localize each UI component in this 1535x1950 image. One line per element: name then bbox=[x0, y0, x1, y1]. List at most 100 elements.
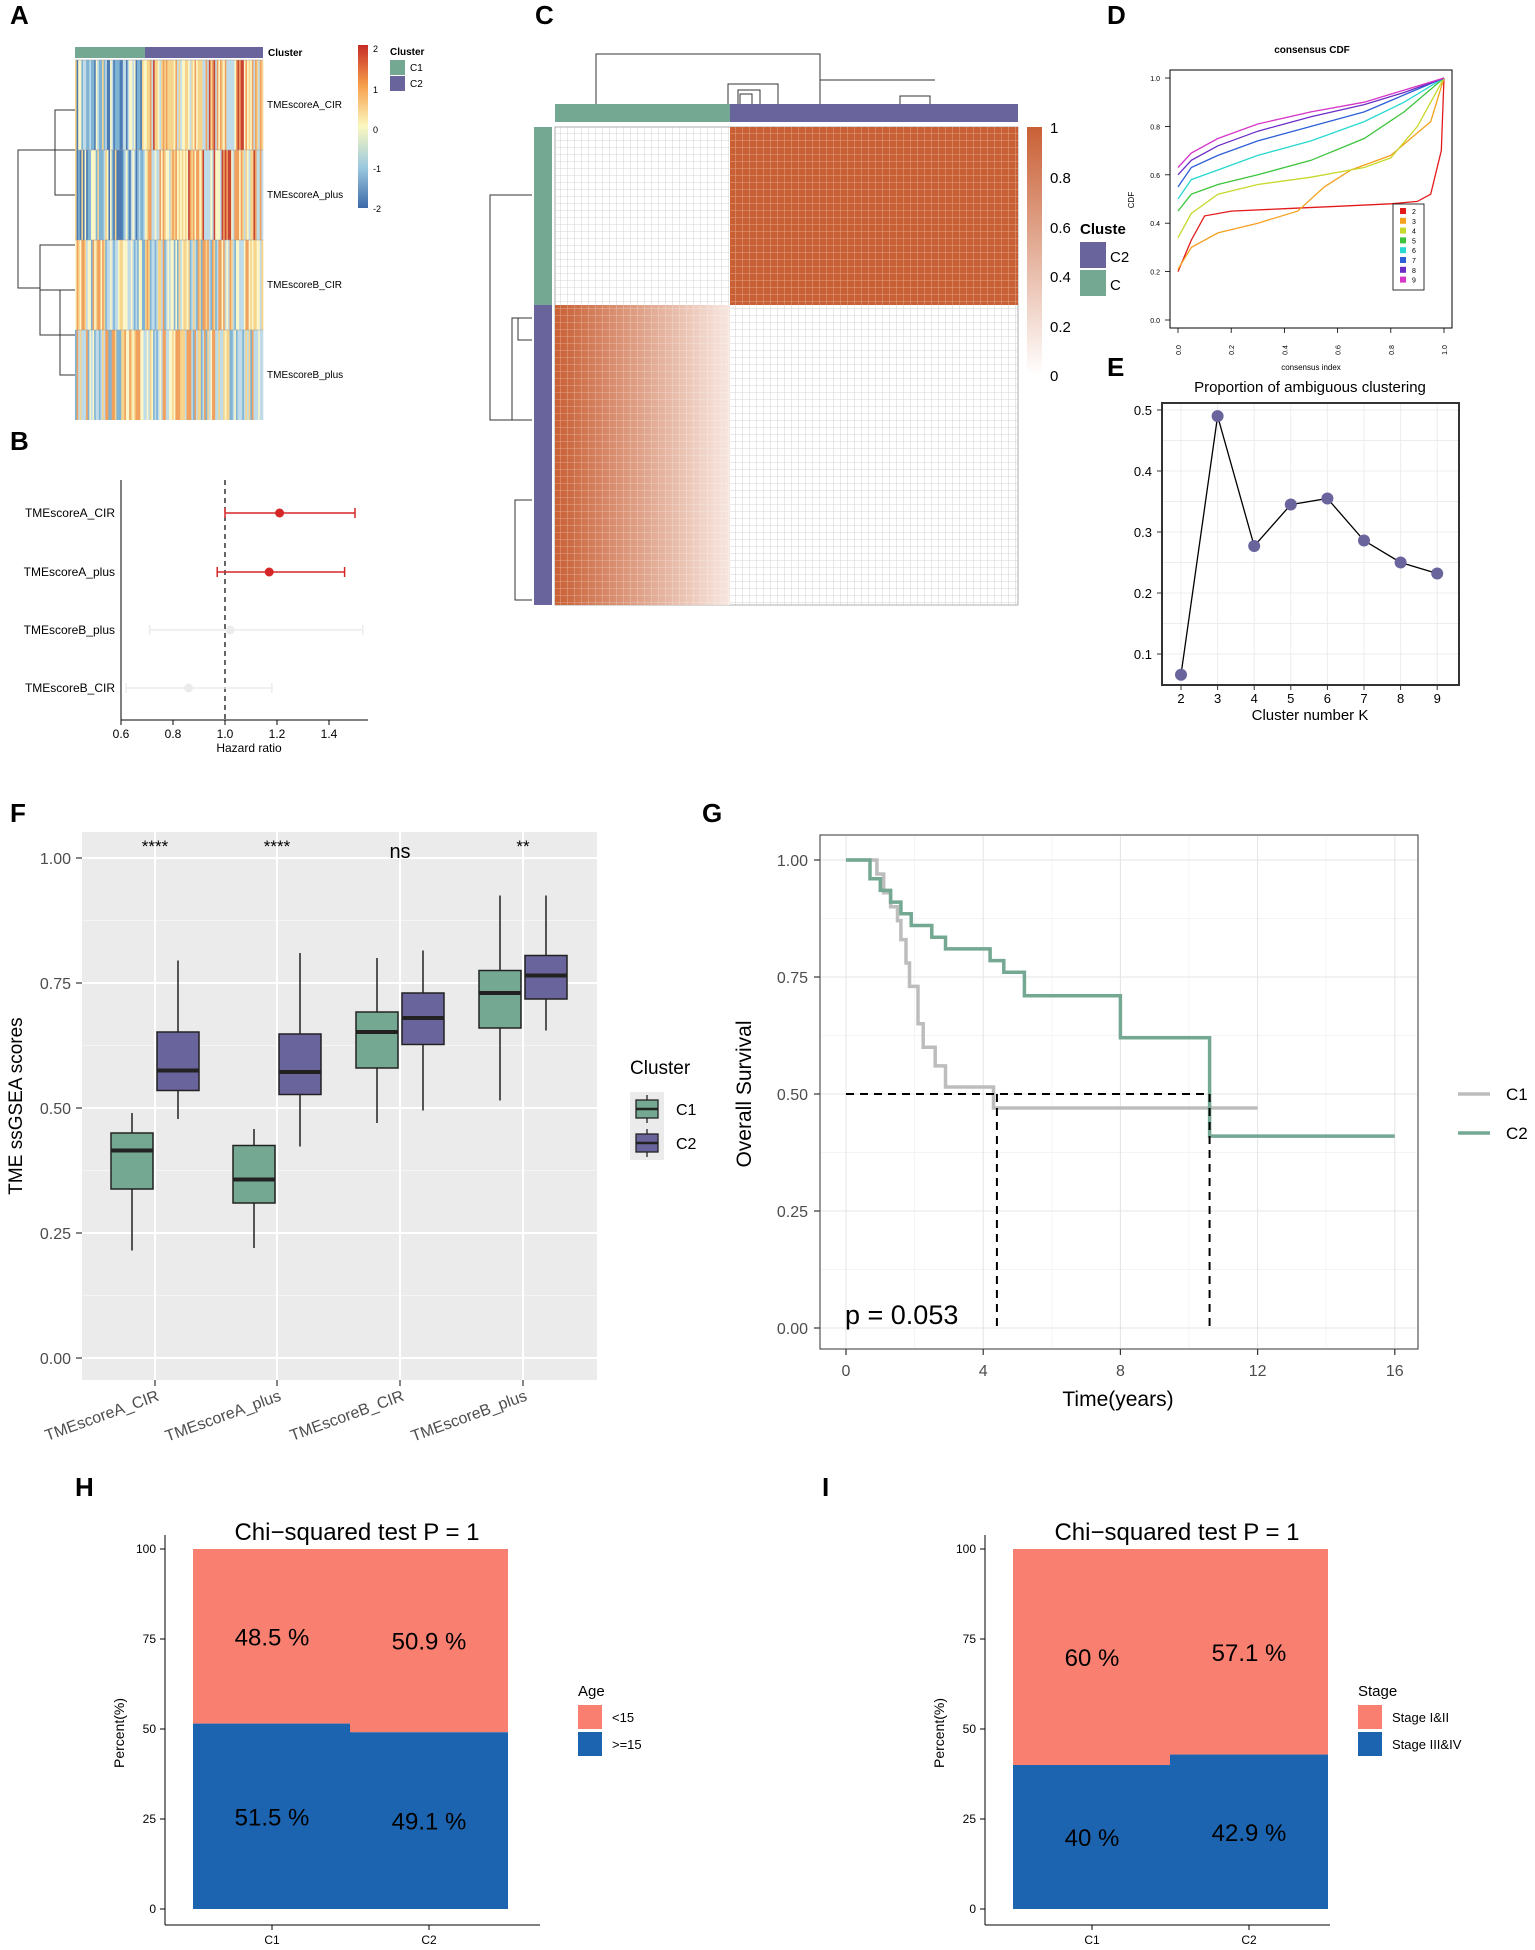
heatmap-a-cell bbox=[197, 60, 200, 150]
heatmap-a-cell bbox=[141, 150, 144, 240]
panel-h-age-bars: Chi−squared test P = 1 0 25 50 75 100 48.5 % 5… bbox=[111, 1519, 642, 1947]
heatmap-a-cell bbox=[84, 240, 87, 330]
heatmap-a-cell bbox=[210, 330, 213, 420]
heatmap-a-cell bbox=[124, 330, 127, 420]
heatmap-a-cell bbox=[165, 150, 168, 240]
boxplot-x-tick-label: TMEscoreA_plus bbox=[163, 1388, 283, 1446]
heatmap-a-cell bbox=[145, 60, 147, 150]
heatmap-a-cell bbox=[240, 150, 243, 240]
ambiguous-point bbox=[1248, 540, 1261, 553]
cdf-x-tick-label: 0.0 bbox=[1176, 345, 1183, 355]
heatmap-a-cell bbox=[202, 150, 205, 240]
heatmap-a-cell bbox=[81, 60, 84, 150]
ambiguous-y-tick-label: 0.1 bbox=[1134, 647, 1152, 662]
heatmap-a-cell bbox=[151, 240, 154, 330]
heatmap-a-cell bbox=[95, 330, 98, 420]
heatmap-a-scale-tick: 0 bbox=[373, 125, 378, 135]
heatmap-a-cell bbox=[95, 150, 98, 240]
heatmap-a-cell bbox=[153, 60, 155, 150]
heatmap-a-cell bbox=[119, 330, 122, 420]
survival-x-tick-label: 8 bbox=[1116, 1363, 1125, 1380]
forest-point bbox=[264, 567, 274, 577]
heatmap-a-cell bbox=[173, 240, 176, 330]
panel-b-forest: TMEscoreA_CIR TMEscoreA_plus TMEscoreB_plu… bbox=[24, 480, 368, 755]
forest-row-label: TMEscoreB_CIR bbox=[25, 681, 115, 695]
heatmap-a-cell bbox=[261, 150, 264, 240]
heatmap-a-cell bbox=[200, 240, 203, 330]
survival-frame bbox=[819, 834, 1419, 1350]
heatmap-a-cell bbox=[154, 60, 157, 150]
heatmap-a-cell bbox=[156, 330, 159, 420]
panel-letter-b: B bbox=[10, 426, 29, 456]
cdf-y-tick-label: 0.8 bbox=[1150, 124, 1160, 131]
heatmap-a-cell bbox=[191, 330, 194, 420]
heatmap-a-cell bbox=[251, 240, 254, 330]
heatmap-a-cell bbox=[218, 150, 221, 240]
heatmap-a-cell bbox=[189, 240, 192, 330]
matrix-c-scale-tick: 0.4 bbox=[1050, 269, 1071, 286]
heatmap-a-cell bbox=[149, 60, 152, 150]
ambiguous-y-tick-label: 0.3 bbox=[1134, 525, 1152, 540]
heatmap-a-cell bbox=[189, 60, 192, 150]
heatmap-a-cell bbox=[259, 240, 262, 330]
boxplot-significance-label: **** bbox=[142, 837, 169, 856]
matrix-c-col-annotation-c1 bbox=[555, 104, 730, 122]
cdf-series-line bbox=[1177, 77, 1445, 200]
survival-legend-label: C2 bbox=[1506, 1124, 1528, 1143]
cdf-legend-label: 5 bbox=[1412, 238, 1416, 245]
heatmap-a-cell bbox=[121, 240, 124, 330]
heatmap-a-cell bbox=[86, 60, 89, 150]
bars-y-tick-label: 75 bbox=[143, 1632, 157, 1646]
heatmap-a-cell bbox=[102, 150, 104, 240]
heatmap-a-cell bbox=[256, 150, 259, 240]
heatmap-a-cell bbox=[200, 60, 203, 150]
boxplot-box bbox=[355, 1011, 399, 1069]
heatmap-a-cell bbox=[239, 150, 241, 240]
matrix-c-scale-tick: 0 bbox=[1050, 368, 1058, 385]
panel-letter-e: E bbox=[1107, 352, 1124, 382]
heatmap-a-cell bbox=[218, 240, 221, 330]
cdf-legend-swatch bbox=[1400, 227, 1406, 234]
heatmap-a-cell bbox=[137, 150, 140, 240]
heatmap-a-cell bbox=[97, 60, 100, 150]
heatmap-a-cell bbox=[208, 150, 211, 240]
heatmap-a-cell bbox=[210, 150, 213, 240]
ambiguous-x-tick-label: 3 bbox=[1214, 691, 1221, 706]
matrix-c-legend-swatch-c2 bbox=[1080, 242, 1106, 268]
bars-y-tick-label: 100 bbox=[956, 1542, 976, 1556]
survival-x-tick-label: 16 bbox=[1386, 1363, 1404, 1380]
heatmap-a-cell bbox=[231, 60, 234, 150]
heatmap-a-cell bbox=[108, 150, 111, 240]
matrix-c-legend-label-c2: C2 bbox=[1110, 249, 1129, 266]
heatmap-a-cell bbox=[149, 330, 152, 420]
heatmap-a-cell bbox=[242, 60, 245, 150]
bars-y-tick-label: 50 bbox=[963, 1722, 977, 1736]
heatmap-a-cell bbox=[253, 150, 256, 240]
heatmap-a-cell bbox=[129, 330, 132, 420]
heatmap-a-cell bbox=[208, 330, 211, 420]
heatmap-a-cell bbox=[237, 60, 240, 150]
stage-legend-title: Stage bbox=[1358, 1683, 1397, 1700]
heatmap-a-cell bbox=[143, 150, 146, 240]
ambiguous-title: Proportion of ambiguous clustering bbox=[1194, 379, 1426, 396]
cdf-y-tick-label: 1.0 bbox=[1150, 76, 1160, 83]
matrix-c-top-dendrogram bbox=[595, 53, 935, 104]
heatmap-a-cell bbox=[229, 60, 232, 150]
heatmap-a-cell bbox=[124, 150, 127, 240]
survival-y-tick-label: 1.00 bbox=[777, 853, 808, 870]
heatmap-a-cell bbox=[102, 240, 104, 330]
heatmap-a-cell bbox=[234, 150, 237, 240]
heatmap-a-cell bbox=[255, 60, 257, 150]
heatmap-a-cell bbox=[204, 150, 206, 240]
bars-y-tick-label: 75 bbox=[963, 1632, 977, 1646]
heatmap-a-cell bbox=[253, 330, 256, 420]
heatmap-a-cell bbox=[213, 330, 216, 420]
boxplot-legend-title: Cluster bbox=[630, 1058, 691, 1079]
ambiguous-point bbox=[1321, 492, 1334, 505]
heatmap-a-cell bbox=[100, 240, 103, 330]
heatmap-a-cell bbox=[192, 240, 195, 330]
heatmap-a-cell bbox=[188, 240, 191, 330]
heatmap-a-cell bbox=[210, 60, 213, 150]
heatmap-a-scale-tick: -1 bbox=[373, 164, 381, 174]
heatmap-a-cell bbox=[148, 240, 151, 330]
